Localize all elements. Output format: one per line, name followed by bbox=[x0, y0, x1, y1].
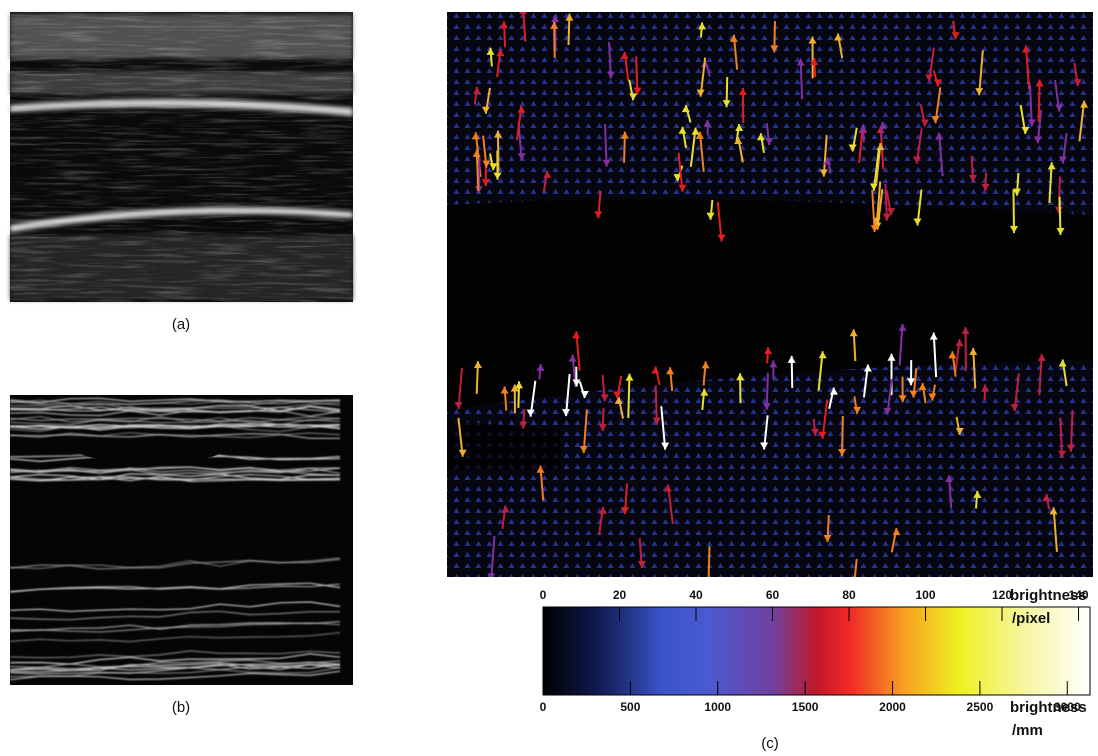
tick-label: 40 bbox=[689, 588, 703, 602]
arrow-head bbox=[519, 7, 527, 14]
tick-label: 2500 bbox=[967, 700, 994, 714]
tick-label: 2000 bbox=[879, 700, 906, 714]
tick-label: 0 bbox=[540, 588, 547, 602]
tick-label: 80 bbox=[842, 588, 856, 602]
axis-label: brightness bbox=[1010, 587, 1087, 604]
figure: (a) (b) 02040608010012014005001000150020… bbox=[0, 0, 1098, 756]
tick-label: 0 bbox=[540, 700, 547, 714]
arrow-head bbox=[704, 578, 712, 585]
panel-label: (c) bbox=[761, 735, 779, 752]
tick-label: 20 bbox=[613, 588, 627, 602]
flow-arrow bbox=[708, 546, 709, 585]
tick-label: 100 bbox=[916, 588, 936, 602]
vector-field bbox=[447, 7, 1093, 599]
panel-label: (b) bbox=[172, 699, 190, 716]
edge-image bbox=[10, 395, 353, 685]
axis-label: /mm bbox=[1012, 722, 1043, 739]
ultrasound-image bbox=[10, 12, 353, 302]
axis-label: brightness bbox=[1010, 699, 1087, 716]
tick-label: 500 bbox=[620, 700, 640, 714]
tick-label: 60 bbox=[766, 588, 780, 602]
panel-label: (a) bbox=[172, 316, 190, 333]
tick-label: 1000 bbox=[704, 700, 731, 714]
colorbar bbox=[543, 607, 1090, 695]
tick-label: 1500 bbox=[792, 700, 819, 714]
axis-label: /pixel bbox=[1012, 610, 1050, 627]
